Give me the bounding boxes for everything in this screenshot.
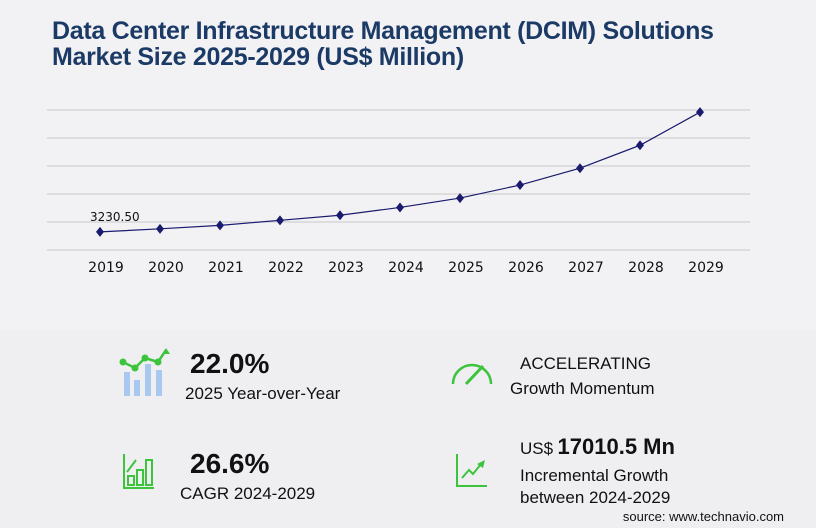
- x-tick-label: 2026: [508, 260, 544, 276]
- yoy-value: 22.0%: [190, 348, 270, 379]
- data-label: 3230.50: [90, 210, 140, 224]
- x-tick-label: 2020: [148, 260, 184, 276]
- cagr-label: CAGR 2024-2029: [180, 484, 316, 503]
- incremental-prefix: US$: [520, 439, 554, 458]
- x-tick-label: 2021: [208, 260, 244, 276]
- incremental-value: 17010.5 Mn: [557, 434, 675, 459]
- data-point: [216, 220, 224, 231]
- title-line-2: Market Size 2025-2029 (US$ Million): [52, 43, 464, 71]
- speedometer-icon: [451, 363, 493, 386]
- cagr-value: 26.6%: [190, 448, 270, 479]
- momentum-label: Growth Momentum: [510, 379, 655, 398]
- growth-chart-icon: [119, 348, 170, 396]
- chart-title: Data Center Infrastructure Management (D…: [52, 18, 714, 70]
- data-point: [156, 223, 164, 234]
- kpi-panel: 22.0% 2025 Year-over-Year ACCELERATING G…: [0, 330, 816, 528]
- series-line: [99, 111, 701, 233]
- bar-growth-icon: [123, 454, 154, 489]
- data-point: [696, 107, 704, 118]
- x-tick-label: 2027: [568, 260, 604, 276]
- incremental-label-2: between 2024-2029: [520, 488, 671, 507]
- data-point: [396, 202, 404, 213]
- data-point: [276, 215, 284, 226]
- data-point: [336, 210, 344, 221]
- trend-up-icon: [456, 454, 487, 487]
- x-tick-label: 2023: [328, 260, 364, 276]
- data-point: [576, 163, 584, 174]
- x-tick-label: 2022: [268, 260, 304, 276]
- x-tick-label: 2019: [88, 260, 124, 276]
- incremental-label-1: Incremental Growth: [520, 466, 669, 485]
- data-point: [636, 140, 644, 151]
- data-point: [456, 193, 464, 204]
- x-tick-label: 2029: [688, 260, 724, 276]
- data-point: [516, 180, 524, 191]
- data-point: [96, 226, 104, 237]
- title-line-1: Data Center Infrastructure Management (D…: [52, 17, 714, 45]
- x-tick-label: 2025: [448, 260, 484, 276]
- x-tick-label: 2024: [388, 260, 424, 276]
- momentum-value: ACCELERATING: [520, 354, 651, 373]
- line-chart: 2019 3230.50 2020 2021 2022 2023 2024 2025 2026 2…: [47, 107, 750, 276]
- source-text: source: www.technavio.com: [622, 509, 784, 524]
- yoy-label: 2025 Year-over-Year: [185, 384, 341, 403]
- x-tick-label: 2028: [628, 260, 664, 276]
